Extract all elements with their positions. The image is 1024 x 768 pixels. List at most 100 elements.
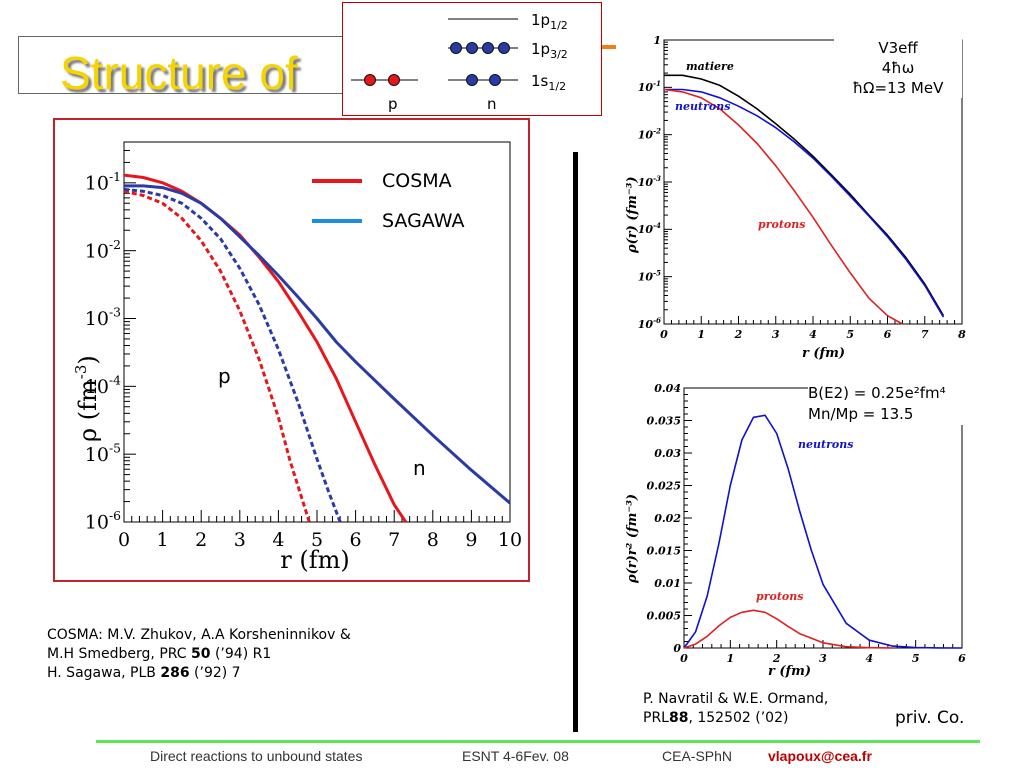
ref-navratil-line2: PRL88, 152502 (’02) (643, 710, 789, 726)
x-tick-label: 1 (727, 652, 735, 665)
main-chart-frame (53, 118, 530, 582)
series-label-neutrons: neutrons (675, 100, 730, 113)
x-tick-label: 5 (311, 529, 323, 551)
x-axis-label: r (fm) (280, 546, 349, 574)
series-line-sagawa-n (124, 184, 511, 505)
series-label-neutrons: neutrons (798, 438, 853, 451)
x-tick-label: 3 (772, 328, 780, 341)
title-line: Mn/Mp = 13.5 (808, 405, 914, 423)
footer-event: ESNT 4-6Fev. 08 (462, 748, 569, 764)
series-line-neutrons (664, 88, 945, 318)
y-tick-label: 0.03 (654, 447, 681, 460)
y-tick-label: 10-2 (638, 127, 661, 142)
series-label-matiere: matiere (686, 60, 734, 73)
ref-cosma-line2: M.H Smedberg, PRC 50 (’94) R1 (47, 646, 272, 662)
x-tick-label: 3 (819, 652, 827, 665)
level-label-1p32: 1p3/2 (531, 40, 568, 61)
density-chart-v3eff: 0 1 2 3 4 5 6 7 8 10-6 10-5 10-4 10-3 10-2 10-1 1 matie… (625, 34, 966, 361)
y-tick-label: 0.025 (647, 480, 681, 493)
x-tick-label: 2 (772, 652, 781, 665)
x-tick-label: 9 (465, 529, 477, 551)
chart-title-v3eff: V3eff 4ħω ħΩ=13 MeV (834, 38, 962, 98)
neutron-dot (466, 74, 478, 86)
y-tick-label: 10-2 (85, 238, 121, 263)
neutrons-label: n (487, 95, 497, 113)
ref-sagawa: H. Sagawa, PLB 286 (’92) 7 (47, 665, 241, 681)
footer-lab: CEA-SPhN (662, 748, 733, 764)
series-line-sagawa-p (123, 187, 342, 523)
ref-navratil-line1: P. Navratil & W.E. Ormand, (643, 691, 829, 707)
x-tick-label: 2 (195, 529, 207, 551)
slide-title: Structure of (60, 47, 298, 99)
proton-dot (388, 74, 400, 86)
annotation-p: p (218, 364, 231, 388)
y-axis-label: ρ(r) (fm⁻³) (625, 176, 640, 254)
chart-series (123, 173, 511, 523)
series-label-protons: protons (758, 218, 805, 231)
plot-frame (123, 141, 511, 523)
series-line-cosma-n (123, 173, 408, 523)
x-tick-label: 2 (734, 328, 743, 341)
series-line-protons (683, 609, 893, 649)
footer-line (96, 740, 980, 743)
chart-title-be2: B(E2) = 0.25e²fm⁴ Mn/Mp = 13.5 (808, 383, 978, 425)
y-tick-label: 10-4 (85, 373, 121, 398)
neutron-dot (489, 74, 501, 86)
x-tick-label: 7 (921, 328, 929, 341)
divider (573, 152, 578, 732)
y-tick-label: 0 (673, 642, 681, 655)
level-scheme-box: 1p1/2 1p3/2 1s1/2 p n (342, 2, 602, 116)
x-tick-label: 4 (272, 529, 284, 551)
annotation-n: n (413, 456, 426, 480)
series-line-protons (663, 88, 903, 325)
plot-frame (683, 387, 963, 649)
x-tick-label: 5 (846, 328, 854, 341)
series-line-neutrons (683, 414, 963, 649)
x-tick-label: 7 (388, 529, 400, 551)
legend-label-sagawa: SAGAWA (382, 210, 465, 232)
private-communication-note: priv. Co. (895, 708, 965, 728)
footer-email-link[interactable]: vlapoux@cea.fr (768, 748, 872, 764)
neutron-dot (498, 42, 510, 54)
y-tick-label: 10-1 (85, 170, 121, 195)
y-tick-label: 10-3 (638, 174, 661, 189)
x-tick-label: 8 (958, 328, 966, 341)
title-line: ħΩ=13 MeV (852, 79, 944, 97)
neutron-dot (482, 42, 494, 54)
series-label-protons: protons (756, 590, 803, 603)
chart-series (683, 414, 963, 649)
legend-label-cosma: COSMA (382, 170, 452, 192)
protons-label: p (388, 95, 398, 113)
title-accent (590, 45, 616, 49)
y-tick-label: 10-4 (638, 221, 661, 236)
x-tick-label: 0 (680, 652, 688, 665)
chart-series (663, 74, 945, 325)
x-tick-label: 4 (866, 652, 874, 665)
x-tick-label: 8 (427, 529, 439, 551)
references-left: COSMA: M.V. Zhukov, A.A Korsheninnikov &… (47, 626, 351, 683)
y-tick-label: 10-1 (638, 79, 661, 94)
y-tick-label: 0.015 (647, 545, 681, 558)
series-line-cosma-p (123, 189, 311, 523)
chart-axes: 0 1 2 3 4 5 6 7 8 10-6 10-5 10-4 10-3 10-2 10-1 1 (638, 34, 966, 341)
density-r2-chart: 0 1 2 3 4 5 6 0 0.005 0.01 0.015 0.02 0.025 0.03 0.035… (625, 382, 966, 679)
y-tick-label: 0.01 (654, 577, 681, 590)
ref-cosma-line1: COSMA: M.V. Zhukov, A.A Korsheninnikov & (47, 627, 351, 643)
title-frame (18, 36, 350, 94)
level-label-1s12: 1s1/2 (531, 72, 566, 93)
density-chart-cosma-sagawa: 0 1 2 3 4 5 6 7 8 9 10 10-6 10-5 10-4 10-3 10-2 10-1 COS… (72, 141, 522, 574)
x-tick-label: 4 (809, 328, 817, 341)
references-right: P. Navratil & W.E. Ormand, PRL88, 152502… (643, 690, 828, 728)
y-tick-label: 1 (653, 34, 661, 47)
x-tick-label: 6 (958, 652, 966, 665)
y-tick-label: 10-5 (85, 441, 121, 466)
x-tick-label: 10 (498, 529, 522, 551)
neutron-dot (450, 42, 462, 54)
x-axis-label: r (fm) (802, 346, 845, 361)
y-axis-label: ρ(r)r² (fm⁻³) (625, 494, 640, 584)
proton-dot (364, 74, 376, 86)
level-label-1p12: 1p1/2 (531, 11, 568, 32)
y-tick-label: 10-5 (638, 269, 661, 284)
series-line-matiere (664, 74, 945, 317)
x-tick-label: 6 (884, 328, 892, 341)
